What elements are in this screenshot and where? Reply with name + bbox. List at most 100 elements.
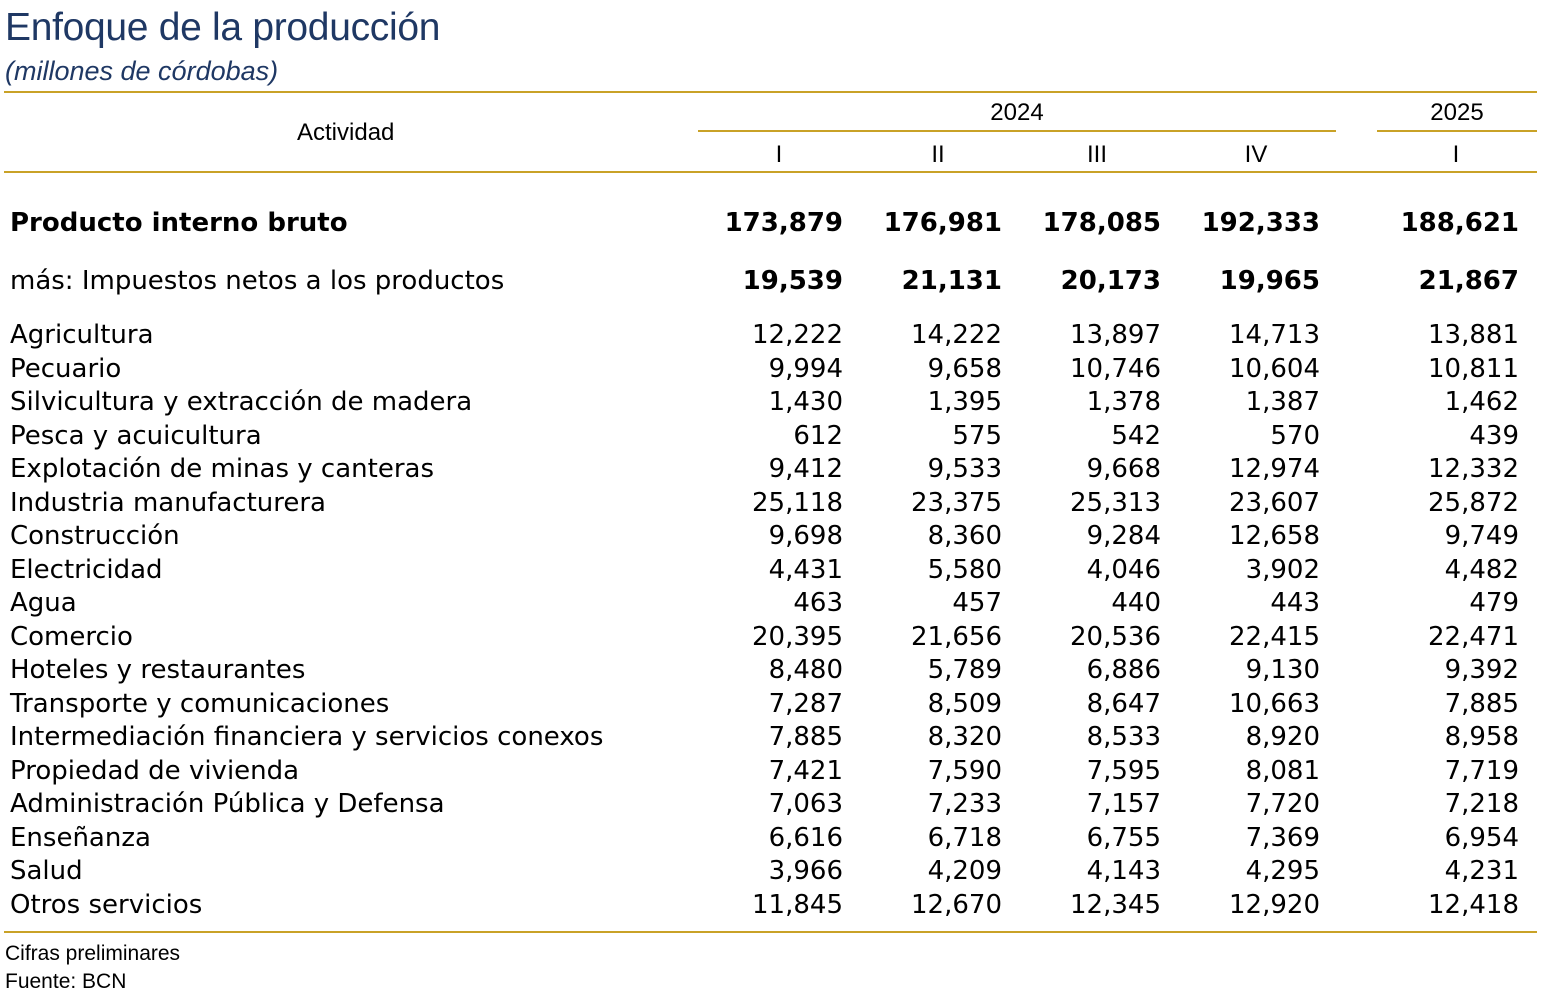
cell-value: 178,085 <box>1042 208 1161 238</box>
cell-value: 12,974 <box>1229 454 1320 484</box>
cell-value: 22,415 <box>1229 621 1320 652</box>
table-row: Intermediación financiera y servicios co… <box>0 722 1549 756</box>
table-row-gdp: Producto interno bruto 173,879 176,981 1… <box>0 208 1549 242</box>
cell-value: 9,749 <box>1444 521 1519 551</box>
column-header-q3-2024: III <box>1086 141 1107 168</box>
cell-value: 21,867 <box>1418 266 1519 296</box>
cell-value: 9,698 <box>768 521 843 551</box>
cell-value: 7,885 <box>768 722 843 752</box>
cell-value: 6,755 <box>1086 822 1161 853</box>
cell-value: 7,287 <box>768 688 843 719</box>
cell-value: 4,482 <box>1444 554 1519 585</box>
cell-value: 12,920 <box>1229 889 1320 920</box>
year-2025-rule <box>1377 130 1537 132</box>
cell-value: 7,719 <box>1444 755 1519 786</box>
cell-value: 10,746 <box>1070 353 1161 384</box>
column-header-q4-2024: IV <box>1244 141 1268 168</box>
cell-value: 19,965 <box>1219 266 1320 296</box>
cell-value: 21,656 <box>911 621 1002 652</box>
row-label: Hoteles y restaurantes <box>10 655 306 685</box>
cell-value: 19,539 <box>742 266 843 296</box>
cell-value: 5,580 <box>927 554 1002 585</box>
cell-value: 9,668 <box>1086 454 1161 484</box>
cell-value: 612 <box>793 420 843 451</box>
cell-value: 570 <box>1270 420 1320 451</box>
cell-value: 7,233 <box>927 789 1002 819</box>
cell-value: 7,369 <box>1245 822 1320 853</box>
row-label: Silvicultura y extracción de madera <box>10 387 473 417</box>
cell-value: 10,811 <box>1428 353 1519 384</box>
cell-value: 4,431 <box>768 554 843 585</box>
cell-value: 11,845 <box>752 889 843 920</box>
cell-value: 8,647 <box>1086 688 1161 719</box>
column-header-year-2024: 2024 <box>990 99 1044 126</box>
cell-value: 457 <box>952 588 1002 618</box>
cell-value: 8,320 <box>927 722 1002 752</box>
cell-value: 12,345 <box>1070 889 1161 920</box>
table-row: Comercio 20,395 21,656 20,536 22,415 22,471 <box>0 622 1549 656</box>
year-2024-rule <box>698 130 1336 132</box>
cell-value: 1,430 <box>768 387 843 417</box>
column-header-q1-2024: I <box>775 141 783 168</box>
cell-value: 7,157 <box>1086 789 1161 819</box>
header-bottom-rule <box>4 171 1537 173</box>
cell-value: 9,994 <box>768 353 843 384</box>
cell-value: 23,607 <box>1229 487 1320 518</box>
cell-value: 8,920 <box>1245 722 1320 752</box>
row-label: Otros servicios <box>10 889 203 920</box>
cell-value: 7,590 <box>927 755 1002 786</box>
cell-value: 7,218 <box>1444 789 1519 819</box>
table-row: Salud 3,966 4,209 4,143 4,295 4,231 <box>0 856 1549 890</box>
page-subtitle: (millones de córdobas) <box>5 56 279 86</box>
cell-value: 443 <box>1270 588 1320 618</box>
table-row-taxes: más: Impuestos netos a los productos 19,… <box>0 266 1549 300</box>
cell-value: 542 <box>1111 420 1161 451</box>
row-label: Administración Pública y Defensa <box>10 789 445 819</box>
table-row: Explotación de minas y canteras 9,412 9,53… <box>0 454 1549 488</box>
cell-value: 9,533 <box>927 454 1002 484</box>
cell-value: 13,881 <box>1428 320 1519 350</box>
cell-value: 6,616 <box>768 822 843 853</box>
cell-value: 1,395 <box>927 387 1002 417</box>
cell-value: 439 <box>1469 420 1519 451</box>
page-title: Enfoque de la producción <box>5 6 441 49</box>
cell-value: 8,480 <box>768 655 843 685</box>
cell-value: 4,046 <box>1086 554 1161 585</box>
cell-value: 12,418 <box>1428 889 1519 920</box>
cell-value: 192,333 <box>1201 208 1320 238</box>
cell-value: 188,621 <box>1400 208 1519 238</box>
footnote-preliminary: Cifras preliminares <box>5 942 181 965</box>
cell-value: 1,387 <box>1245 387 1320 417</box>
cell-value: 1,462 <box>1444 387 1519 417</box>
cell-value: 9,658 <box>927 353 1002 384</box>
cell-value: 25,313 <box>1070 487 1161 518</box>
cell-value: 7,885 <box>1444 688 1519 719</box>
cell-value: 23,375 <box>911 487 1002 518</box>
table-row: Construcción 9,698 8,360 9,284 12,658 9,749 <box>0 521 1549 555</box>
column-header-q1-2025: I <box>1452 141 1460 168</box>
cell-value: 21,131 <box>901 266 1002 296</box>
table-row: Agua 463 457 440 443 479 <box>0 588 1549 622</box>
table-row: Industria manufacturera 25,118 23,375 25,31… <box>0 488 1549 522</box>
table-row: Pecuario 9,994 9,658 10,746 10,604 10,811 <box>0 354 1549 388</box>
cell-value: 12,222 <box>752 320 843 350</box>
cell-value: 25,872 <box>1428 487 1519 518</box>
footnote-source: Fuente: BCN <box>5 970 127 993</box>
row-label: Salud <box>10 856 83 886</box>
cell-value: 8,509 <box>927 688 1002 719</box>
cell-value: 25,118 <box>752 487 843 518</box>
cell-value: 4,295 <box>1245 856 1320 886</box>
cell-value: 20,395 <box>752 621 843 652</box>
cell-value: 5,789 <box>927 655 1002 685</box>
cell-value: 3,902 <box>1245 554 1320 585</box>
row-label: Explotación de minas y canteras <box>10 454 434 484</box>
cell-value: 9,284 <box>1086 521 1161 551</box>
cell-value: 14,713 <box>1229 320 1320 350</box>
top-rule <box>4 91 1537 93</box>
cell-value: 7,063 <box>768 789 843 819</box>
table-bottom-rule <box>4 931 1537 933</box>
cell-value: 4,143 <box>1086 856 1161 886</box>
cell-value: 9,412 <box>768 454 843 484</box>
cell-value: 12,670 <box>911 889 1002 920</box>
cell-value: 20,536 <box>1070 621 1161 652</box>
